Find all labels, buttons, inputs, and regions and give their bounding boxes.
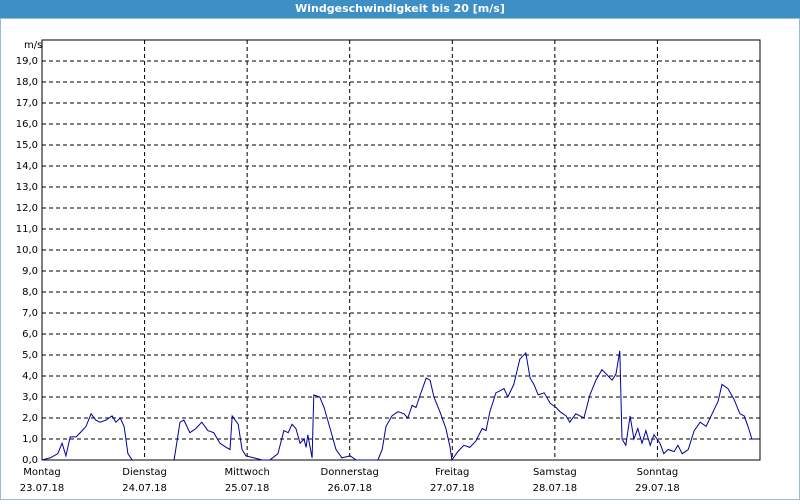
x-tick-date: 28.07.18 <box>533 483 578 494</box>
y-tick-label: 4,0 <box>22 371 38 382</box>
x-tick-date: 23.07.18 <box>20 483 65 494</box>
y-tick-label: 13,0 <box>16 182 38 193</box>
plot-border <box>41 39 761 461</box>
y-tick-label: 3,0 <box>22 392 38 403</box>
y-tick-label: 19,0 <box>16 56 38 67</box>
y-tick-label: 14,0 <box>16 161 38 172</box>
x-tick-label: Sonntag <box>637 467 679 478</box>
y-tick-label: 9,0 <box>22 266 38 277</box>
y-tick-label: 2,0 <box>22 413 38 424</box>
wind-line <box>41 350 757 462</box>
y-unit: m/s <box>24 40 42 51</box>
y-tick-label: 17,0 <box>16 98 38 109</box>
x-tick-label: Mittwoch <box>224 467 269 478</box>
x-tick-date: 29.07.18 <box>635 483 680 494</box>
y-tick-label: 16,0 <box>16 119 38 130</box>
y-tick-label: 1,0 <box>22 434 38 445</box>
y-tick-label: 8,0 <box>22 287 38 298</box>
x-tick-date: 26.07.18 <box>327 483 372 494</box>
x-tick-label: Montag <box>23 467 60 478</box>
x-tick-date: 25.07.18 <box>225 483 270 494</box>
y-tick-label: 12,0 <box>16 203 38 214</box>
x-tick-date: 24.07.18 <box>122 483 167 494</box>
y-tick-label: 18,0 <box>16 77 38 88</box>
y-tick-label: 11,0 <box>16 224 38 235</box>
x-tick-label: Samstag <box>533 467 577 478</box>
y-tick-label: 7,0 <box>22 308 38 319</box>
chart-title: Windgeschwindigkeit bis 20 [m/s] <box>295 2 505 15</box>
y-tick-label: 5,0 <box>22 350 38 361</box>
x-tick-label: Dienstag <box>122 467 167 478</box>
y-tick-label: 0,0 <box>22 455 38 466</box>
x-tick-label: Donnerstag <box>321 467 379 478</box>
title-bar <box>0 0 800 18</box>
x-tick-label: Freitag <box>435 467 469 478</box>
x-tick-date: 27.07.18 <box>430 483 475 494</box>
y-tick-label: 15,0 <box>16 140 38 151</box>
frame <box>0 18 800 500</box>
y-tick-label: 10,0 <box>16 245 38 256</box>
y-tick-label: 6,0 <box>22 329 38 340</box>
